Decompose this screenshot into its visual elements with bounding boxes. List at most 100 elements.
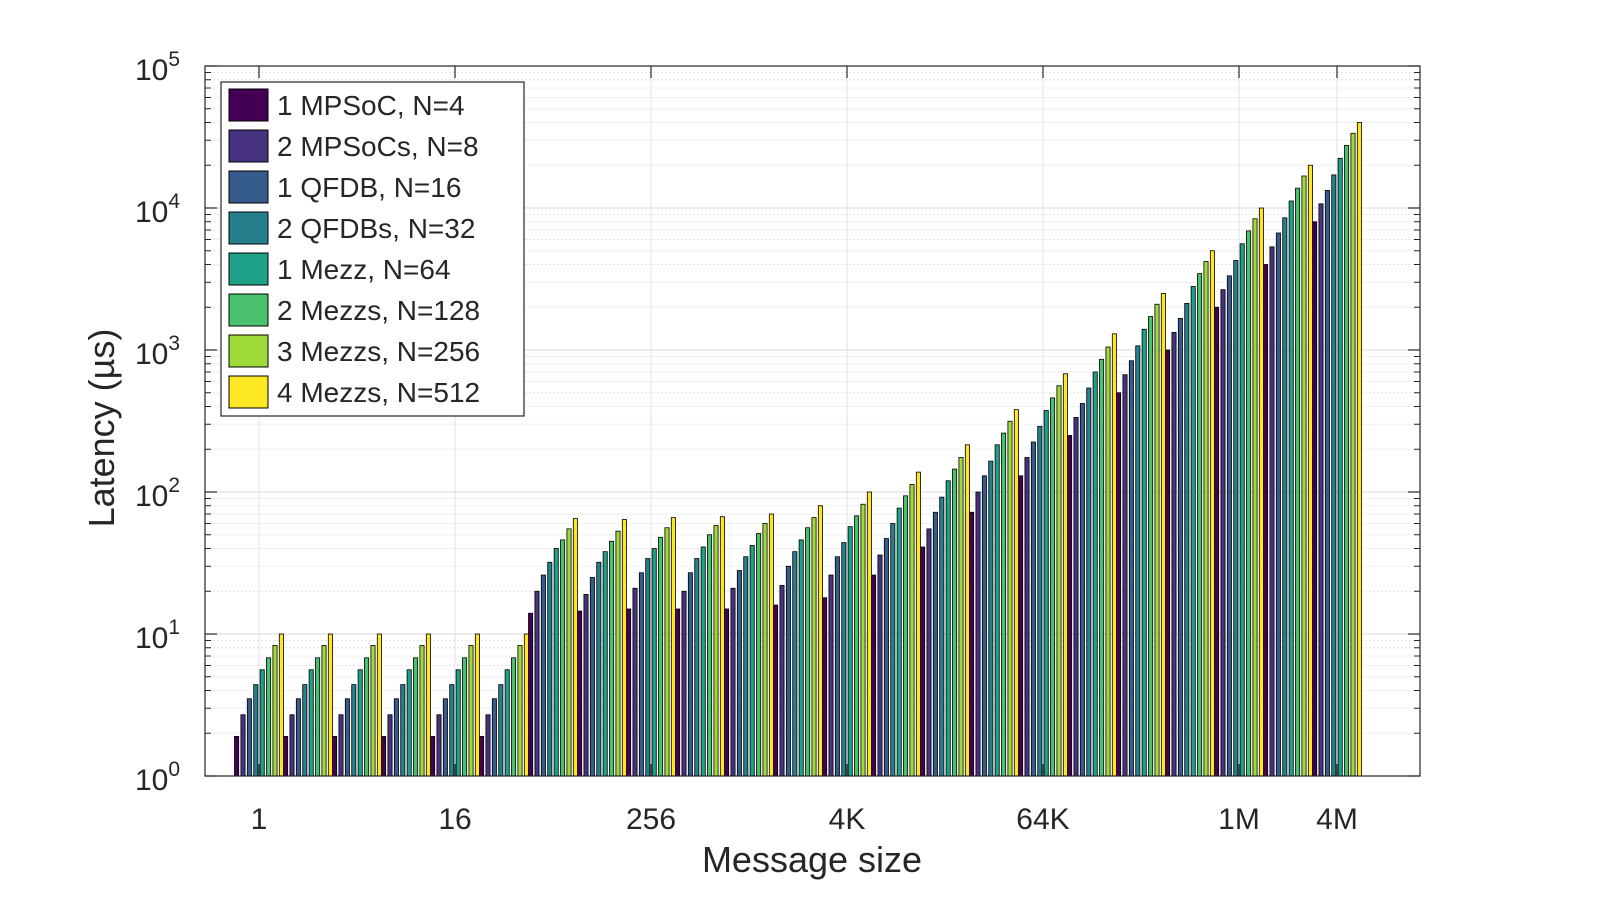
legend: 1 MPSoC, N=4 2 MPSoCs, N=8 1 QFDB, N=16 2 Q… xyxy=(220,81,525,417)
x-tick-label: 16 xyxy=(438,803,471,836)
ticks xyxy=(205,65,1420,777)
bar xyxy=(327,633,333,777)
bar xyxy=(1337,157,1343,777)
x-tick-label: 1M xyxy=(1218,803,1260,836)
bar xyxy=(344,698,350,777)
bar xyxy=(534,590,540,777)
bar xyxy=(351,684,357,777)
bar xyxy=(1013,409,1019,777)
bar xyxy=(609,540,615,777)
bar xyxy=(442,698,448,777)
series-2 xyxy=(240,203,1324,777)
bar xyxy=(602,551,608,777)
y-tick-label: 104 xyxy=(135,190,180,229)
bar xyxy=(1128,360,1134,777)
bar xyxy=(553,548,559,777)
series-5 xyxy=(259,157,1343,777)
bar xyxy=(259,669,265,777)
legend-item: 2 QFDBs, N=32 xyxy=(228,211,475,245)
bar xyxy=(890,523,896,777)
bar xyxy=(1301,175,1307,777)
bar xyxy=(338,714,344,777)
bar xyxy=(302,684,308,777)
bar xyxy=(1171,332,1177,777)
bar xyxy=(854,515,860,777)
bar xyxy=(670,517,676,777)
bar xyxy=(798,539,804,777)
bar xyxy=(364,657,370,777)
bar xyxy=(498,684,504,777)
bar xyxy=(1282,217,1288,777)
bar xyxy=(479,736,485,777)
bar xyxy=(994,444,1000,777)
bar xyxy=(485,714,491,777)
bar xyxy=(1258,207,1264,777)
bar xyxy=(1246,230,1252,777)
bar xyxy=(964,444,970,777)
y-tick-label: 105 xyxy=(135,48,180,87)
bar xyxy=(381,736,387,777)
bar xyxy=(393,698,399,777)
bar xyxy=(308,669,314,777)
bar xyxy=(1001,432,1007,777)
bar xyxy=(1209,250,1215,777)
x-tick-label: 4K xyxy=(829,803,866,836)
bar xyxy=(1331,174,1337,777)
bar xyxy=(425,633,431,777)
bar xyxy=(713,525,719,777)
bar xyxy=(295,698,301,777)
bar xyxy=(1350,132,1356,777)
bar xyxy=(560,539,566,777)
bar xyxy=(1220,289,1226,777)
bar xyxy=(1050,397,1056,777)
bar xyxy=(1099,358,1105,777)
bar xyxy=(1067,435,1073,777)
bar xyxy=(664,527,670,777)
bar xyxy=(376,633,382,777)
bar xyxy=(743,556,749,777)
bar xyxy=(357,669,363,777)
bar xyxy=(969,511,975,777)
bar xyxy=(730,587,736,777)
bar xyxy=(675,608,681,777)
bar xyxy=(246,698,252,777)
bar xyxy=(762,523,768,777)
bar xyxy=(1275,232,1281,777)
bar xyxy=(1324,190,1330,777)
bar xyxy=(651,548,657,777)
bar xyxy=(615,530,621,777)
bar xyxy=(645,558,651,777)
bar xyxy=(811,517,817,777)
bar xyxy=(1141,328,1147,777)
bar xyxy=(1214,306,1220,777)
bar xyxy=(1086,387,1092,777)
bar xyxy=(474,633,480,777)
bar xyxy=(903,495,909,777)
bar xyxy=(847,526,853,777)
bar xyxy=(491,698,497,777)
bar xyxy=(694,558,700,777)
bar xyxy=(1184,302,1190,777)
bar xyxy=(981,475,987,777)
bar xyxy=(626,608,632,777)
bar xyxy=(572,518,578,777)
bar xyxy=(419,645,425,777)
legend-label: 4 Mezzs, N=512 xyxy=(277,377,480,408)
legend-swatch xyxy=(228,170,269,204)
bar xyxy=(596,561,602,777)
legend-item: 2 MPSoCs, N=8 xyxy=(228,129,479,163)
bar xyxy=(1092,371,1098,777)
bar xyxy=(939,496,945,777)
bar xyxy=(1233,260,1239,777)
bar xyxy=(566,528,572,777)
bar xyxy=(915,471,921,777)
bar xyxy=(387,714,393,777)
legend-item: 1 MPSoC, N=4 xyxy=(228,88,465,122)
legend-swatch xyxy=(228,129,269,163)
bar xyxy=(577,610,583,777)
legend-item: 1 Mezz, N=64 xyxy=(228,252,451,286)
bar xyxy=(1122,374,1128,777)
bar xyxy=(785,565,791,777)
